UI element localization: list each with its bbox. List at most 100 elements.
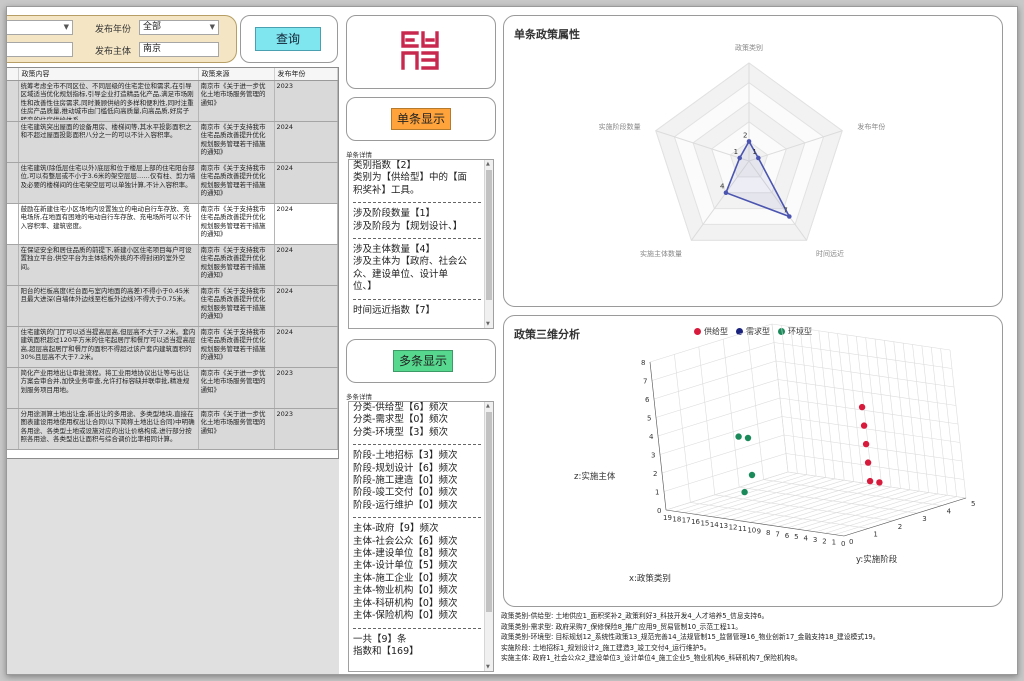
policy-source-cell: 南京市《关于支持我市住宅品质改善提升优化规划服务管理若干措施的通知》: [200, 328, 266, 362]
scroll-up-icon[interactable]: ▲: [486, 161, 490, 167]
scatter-point: [744, 434, 752, 442]
note-line: 实施主体: 政府1_社会公众2_建设单位3_设计单位4_施工企业5_物业机构6_…: [501, 654, 802, 662]
category-select[interactable]: ▼: [7, 20, 73, 35]
policy-source-cell: 南京市《关于进一步优化土地市场服务管理的通知》: [200, 369, 266, 394]
z-tick-label: 7: [643, 378, 647, 386]
legend-item-label: 需求型: [746, 327, 770, 336]
row-selector[interactable]: [7, 244, 19, 286]
table-row[interactable]: 住宅建筑突出屋面的设备用房、楼梯间等,其水平投影面积之和不超过屋面投影面积八分之…: [7, 121, 338, 163]
y-tick-label: 1: [873, 530, 877, 538]
table-row[interactable]: 统筹考虑全市不同区位、不同层级的住宅定位和需求,在引导区域适当优化规划指标,引导…: [7, 80, 338, 122]
year-select[interactable]: 全部 ▼: [139, 20, 219, 35]
row-selector[interactable]: [7, 162, 19, 204]
policy-year-cell: 2024: [274, 285, 338, 327]
scatter-point: [866, 477, 874, 485]
policy-content-cell: 在保证安全和居住品质的前提下,新建小区住宅项目每户可设置独立平台,供空平台为主体…: [20, 246, 192, 271]
detail-line: 涉及主体为【政府、社会公: [353, 256, 468, 268]
multi-detail-list[interactable]: 分类-供给型【6】频次 分类-需求型【0】频次 分类-环境型【3】频次 阶段-土地招标…: [348, 401, 494, 672]
row-selector[interactable]: [7, 367, 19, 409]
policy-content-cell: 阳台的栏板高度(栏台面与室内地面的高差)不得小于0.45米且最大进深(自墙体外边…: [20, 287, 190, 304]
row-selector[interactable]: [7, 121, 19, 163]
x-tick-label: 17: [682, 517, 691, 525]
scrollbar[interactable]: ▲ ▼: [484, 402, 493, 671]
x-tick-label: 11: [738, 525, 747, 533]
column-header-source: 政策来源: [198, 68, 275, 81]
scrollbar-thumb[interactable]: [486, 170, 492, 300]
z-tick-label: 3: [651, 452, 655, 460]
grid-line: [797, 490, 920, 530]
legend-item-label: 供给型: [704, 327, 728, 336]
scatter-point: [735, 433, 742, 440]
single-display-panel: 单条显示: [346, 97, 496, 141]
z-tick-label: 6: [645, 396, 650, 404]
detail-line: 积奖补】工具。: [353, 184, 420, 196]
x-tick-label: 8: [766, 529, 770, 537]
grid-line: [712, 478, 835, 518]
single-detail-list[interactable]: 类别指数【2】 类别为【供给型】中的【面 积奖补】工具。 涉及阶段数量【1】 涉及阶段为…: [348, 159, 494, 329]
grid-line: [651, 342, 775, 381]
y-tick-label: 3: [922, 515, 926, 523]
z-tick-label: 0: [657, 507, 661, 515]
table-row[interactable]: 鼓励在新建住宅小区场地内设置独立的电动自行车存放、充电场所,在地面有困难的电动自…: [7, 203, 338, 245]
grid-line: [659, 416, 783, 455]
detail-line: 涉及主体数量【4】: [353, 244, 436, 256]
detail-line: 阶段-规划设计【6】频次: [353, 462, 458, 474]
detail-line: 阶段-施工建造【0】频次: [353, 475, 458, 487]
policy-source-cell: 南京市《关于支持我市住宅品质改善提升优化规划服务管理若干措施的通知》: [200, 246, 266, 280]
radar-axis-label: 政策类别: [735, 43, 763, 52]
chevron-down-icon: ▼: [63, 23, 69, 31]
table-row[interactable]: 住宅建筑(除低层住宅以外)底层和位于楼层上部的住宅阳台部位,可以有整层或不小于3…: [7, 162, 338, 204]
table-empty-area: [7, 459, 339, 674]
radar-value-label: 4: [720, 183, 725, 191]
x-tick-label: 4: [804, 535, 809, 543]
policy-content-cell: 住宅建筑突出屋面的设备用房、楼梯间等,其水平投影面积之和不超过屋面投影面积八分之…: [20, 123, 192, 140]
grid-line: [778, 488, 901, 527]
table-row[interactable]: 阳台的栏板高度(栏台面与室内地面的高差)不得小于0.45米且最大进深(自墙体外边…: [7, 285, 338, 327]
row-selector[interactable]: [7, 80, 19, 122]
grid-line: [768, 486, 892, 526]
keyword-input[interactable]: [7, 42, 73, 57]
grid-line: [763, 479, 942, 506]
x-tick-label: 2: [822, 537, 826, 545]
detail-line: 类别为【供给型】中的【面: [353, 172, 468, 184]
y-axis-title: y:实施阶段: [856, 554, 898, 565]
scroll-down-icon[interactable]: ▼: [486, 321, 490, 327]
scrollbar[interactable]: ▲ ▼: [484, 160, 493, 328]
scroll-down-icon[interactable]: ▼: [486, 664, 490, 670]
grid-line: [783, 434, 963, 462]
query-button[interactable]: 查询: [255, 27, 321, 51]
table-row[interactable]: 分用途测算土地出让金,新出让的多用途、多类型地块,直接在图表建设用地使用权出让合…: [7, 408, 338, 450]
z-tick-label: 1: [655, 489, 659, 497]
chevron-down-icon: ▼: [209, 23, 215, 31]
row-selector[interactable]: [7, 285, 19, 327]
grid-line: [731, 481, 854, 520]
z-axis-line: [649, 361, 667, 511]
scroll-up-icon[interactable]: ▲: [486, 403, 490, 409]
single-display-button[interactable]: 单条显示: [391, 108, 451, 130]
grid-line: [714, 494, 893, 522]
policy-content-cell: 住宅建筑(除低层住宅以外)底层和位于楼层上部的住宅阳台部位,可以有整层或不小于3…: [20, 164, 196, 189]
scrollbar-thumb[interactable]: [486, 412, 492, 612]
note-line: 政策类别-需求型: 政府采购7_保修保险8_推广应用9_贸易管制10_示范工程1…: [501, 622, 743, 631]
list-separator: [353, 202, 481, 204]
query-panel: 查询: [240, 15, 338, 63]
z-tick-label: 2: [653, 470, 657, 478]
row-selector[interactable]: [7, 203, 19, 245]
policy-content-cell: 鼓励在新建住宅小区场地内设置独立的电动自行车存放、充电场所,在地面有困难的电动自…: [20, 205, 192, 230]
subject-input[interactable]: 南京: [139, 42, 219, 57]
radar-axis-label: 实施阶段数量: [599, 122, 641, 131]
legend-dot-icon: [736, 328, 743, 335]
multi-display-button[interactable]: 多条显示: [393, 350, 453, 372]
x-axis-title: x:政策类别: [629, 573, 671, 584]
subject-input-value: 南京: [143, 44, 162, 54]
row-selector[interactable]: [7, 326, 19, 368]
policy-content-cell: 住宅建筑的门厅可以适当提高层高,但层高不大于7.2米。套内建筑面积超过120平方…: [20, 328, 196, 362]
table-row[interactable]: 住宅建筑的门厅可以适当提高层高,但层高不大于7.2米。套内建筑面积超过120平方…: [7, 326, 338, 368]
table-row[interactable]: 简化产业用地出让审批流程。将工业用地协议出让等与出让方案会审合并,加快业务审查,…: [7, 367, 338, 409]
radar-chart-title: 单条政策属性: [514, 28, 580, 41]
row-selector[interactable]: [7, 408, 19, 450]
table-row[interactable]: 在保证安全和居住品质的前提下,新建小区住宅项目每户可设置独立平台,供空平台为主体…: [7, 244, 338, 286]
scatter-point: [741, 488, 748, 496]
grid-line: [775, 360, 955, 388]
radar-point: [756, 155, 761, 161]
